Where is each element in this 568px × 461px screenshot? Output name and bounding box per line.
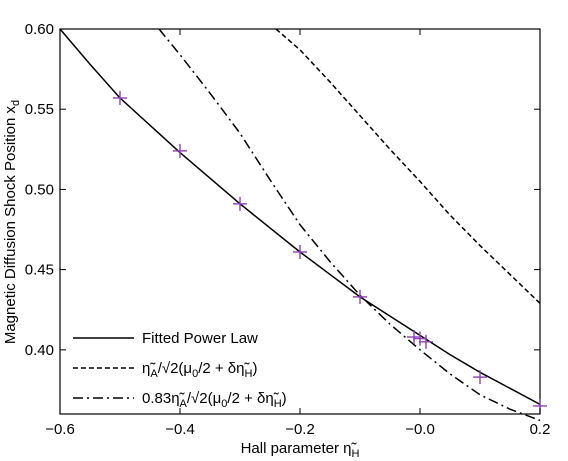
legend-label-dashdot: 0.83η̃A/√2(μ0/2 + δη̃H) [142, 390, 287, 410]
x-tick-label: 0.2 [530, 421, 551, 438]
x-tick-label: −0.6 [45, 421, 75, 438]
y-tick-label: 0.60 [25, 21, 54, 38]
data-point-marker [353, 289, 367, 304]
ticks-group: −0.6 −0.4 −0.2 −0.0 0.2 0.40 0.45 0.50 0.55 0.60 [25, 21, 551, 438]
x-axis-label: Hall parameter η̃H [241, 440, 360, 460]
legend-label-dashed: η̃A/√2(μ0/2 + δη̃H) [142, 360, 257, 380]
data-point-marker [233, 196, 247, 211]
x-tick-label: −0.0 [405, 421, 435, 438]
series-line-dashed [275, 28, 541, 304]
y-tick-label: 0.55 [25, 101, 54, 118]
data-point-marker [407, 330, 421, 344]
y-tick-label: 0.50 [25, 181, 54, 198]
x-tick-label: −0.2 [285, 421, 315, 438]
data-point-marker [419, 334, 433, 349]
legend: Fitted Power Law η̃A/√2(μ0/2 + δη̃H) 0.8… [73, 330, 287, 410]
y-tick-label: 0.40 [25, 342, 54, 359]
data-point-marker [473, 370, 487, 385]
data-point-marker [113, 90, 127, 105]
y-axis-label: Magnetic Diffusion Shock Position xd [2, 100, 22, 344]
data-point-marker [173, 143, 187, 158]
x-tick-label: −0.4 [165, 421, 195, 438]
data-point-marker [293, 244, 307, 259]
series-line-dashdot [158, 28, 541, 422]
data-point-marker [413, 331, 427, 346]
plot-frame [59, 28, 541, 415]
markers-group [113, 90, 547, 413]
y-tick-label: 0.45 [25, 262, 54, 279]
legend-label-fitted-power-law: Fitted Power Law [142, 330, 258, 347]
